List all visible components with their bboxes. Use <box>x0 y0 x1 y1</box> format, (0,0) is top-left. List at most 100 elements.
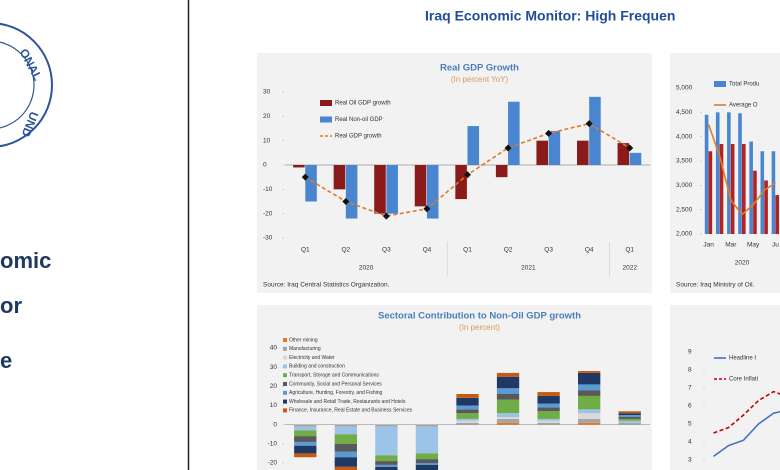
chart: Sectoral Contribution to Non-Oil GDP gro… <box>268 311 650 470</box>
legend-label: Wholesale and Retail Trade, Restaurants … <box>289 399 406 405</box>
bar-segment <box>456 394 479 398</box>
y-tick-label: 2,000 <box>676 231 693 238</box>
y-tick-label: 4,000 <box>676 133 693 140</box>
bar-segment <box>496 399 520 414</box>
y-tick-label: 8 <box>688 367 692 374</box>
legend-label: Real GDP growth <box>335 134 382 140</box>
bar-segment <box>375 455 398 462</box>
bar <box>764 180 768 234</box>
bar-segment <box>415 463 439 465</box>
bar <box>495 165 508 178</box>
bar-segment <box>334 424 357 427</box>
bar <box>577 140 589 165</box>
bar <box>333 165 346 190</box>
bar-segment <box>375 461 398 465</box>
x-tick-label: Q3 <box>544 247 553 254</box>
bar-segment <box>456 397 479 406</box>
legend-swatch <box>283 373 287 378</box>
bar-segment <box>578 418 601 423</box>
legend-label: Real Oil GDP growth <box>335 101 391 107</box>
y-tick-label: 10 <box>270 402 278 409</box>
bar <box>345 165 358 219</box>
bar-segment <box>537 418 560 421</box>
bar-segment <box>537 422 560 425</box>
bar-segment <box>456 409 479 414</box>
legend-swatch <box>320 116 332 123</box>
y-tick-label: 4,500 <box>676 109 693 116</box>
bar-segment <box>496 422 520 425</box>
page-title: Iraq Economic Monitor: High Frequen <box>425 8 675 24</box>
bar-segment <box>456 422 479 425</box>
y-tick-label: -30 <box>263 235 273 242</box>
bar <box>467 126 480 165</box>
legend-label: Manufacturing <box>289 346 321 352</box>
bar-segment <box>537 395 560 404</box>
bar <box>386 165 398 214</box>
bar-segment <box>496 413 520 417</box>
bar-segment <box>375 464 398 467</box>
bar-segment <box>496 394 520 400</box>
bar-segment <box>578 413 601 419</box>
bar-segment <box>415 426 439 454</box>
legend-label: Finance, Insurance, Real Estate and Busi… <box>289 408 413 414</box>
bar-segment <box>334 443 357 452</box>
y-tick-label: 5 <box>688 421 692 428</box>
bar-segment <box>294 424 317 427</box>
x-tick-label: May <box>747 242 760 249</box>
legend-swatch <box>320 100 332 106</box>
bar-segment <box>578 409 601 414</box>
bar-segment <box>618 420 641 423</box>
bar-segment <box>415 459 439 463</box>
y-tick-label: 3 <box>688 457 692 464</box>
x-tick-label: Q1 <box>301 247 310 254</box>
bar-segment <box>578 384 601 391</box>
line-marker <box>504 144 512 152</box>
line-marker <box>301 173 309 181</box>
line-marker <box>464 171 471 179</box>
legend-swatch <box>714 81 726 87</box>
bar-segment <box>578 372 601 385</box>
bar <box>738 113 742 234</box>
bar <box>730 143 735 234</box>
y-tick-label: 7 <box>688 385 692 392</box>
legend-label: Other mining <box>289 337 318 343</box>
year-label: 2022 <box>622 265 637 272</box>
bar-segment <box>456 420 479 423</box>
chart-title: Real GDP Growth <box>440 63 519 74</box>
chart-title: Sectoral Contribution to Non-Oil GDP gro… <box>378 311 581 322</box>
y-tick-label: 3,000 <box>676 182 693 189</box>
y-tick-label: 30 <box>263 89 271 96</box>
series-line <box>713 390 780 434</box>
chart: 2,000 2,500 3,000 3,500 4,000 4,500 5,000 Jan Ma… <box>676 81 779 289</box>
bar <box>426 165 439 219</box>
y-tick-label: 5,000 <box>676 85 693 92</box>
y-tick-label: 30 <box>270 364 278 371</box>
bar <box>704 114 709 234</box>
year-label: 2020 <box>359 265 374 272</box>
bar-segment <box>375 466 398 470</box>
bar <box>719 143 724 234</box>
chart: 3 4 5 6 7 8 9 Headline I Core Inflati <box>688 349 780 464</box>
x-tick-label: Q1 <box>625 247 634 254</box>
bar-segment <box>415 424 439 427</box>
y-tick-label: 3,500 <box>676 158 693 165</box>
bar-segment <box>618 418 641 421</box>
y-tick-label: 0 <box>273 421 277 428</box>
legend-swatch <box>283 364 287 369</box>
bar-segment <box>537 420 560 423</box>
sidebar: ONAL UND omic or e <box>0 22 53 373</box>
series-line <box>707 124 776 216</box>
legend-label: Headline I <box>729 356 756 362</box>
x-tick-label: Q4 <box>585 247 594 254</box>
seal-text: UND <box>18 110 41 140</box>
bar-segment <box>294 441 317 446</box>
bar-segment <box>334 434 357 444</box>
bar <box>629 152 642 165</box>
bar-segment <box>294 426 317 431</box>
bar-segment <box>334 457 357 467</box>
line-marker <box>585 120 593 128</box>
y-tick-label: -20 <box>263 210 273 217</box>
bar-segment <box>334 426 357 435</box>
bar <box>749 141 753 234</box>
seal-text: ONAL <box>17 46 45 83</box>
